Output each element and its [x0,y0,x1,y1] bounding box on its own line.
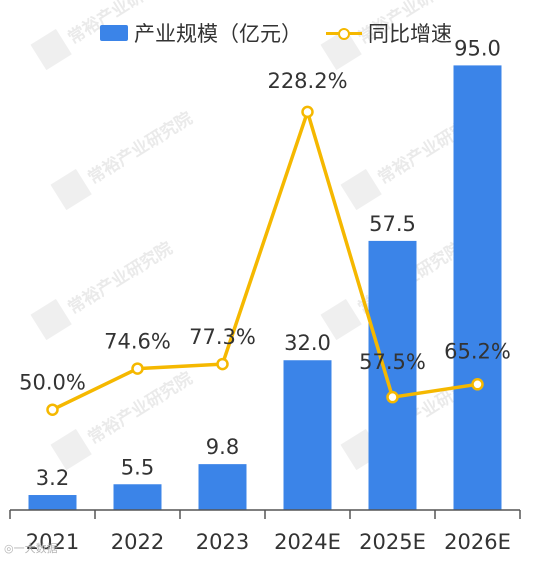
line-point [46,403,59,416]
line-point [471,378,484,391]
legend: 产业规模（亿元） 同比增速 [100,16,476,50]
line-point [131,362,144,375]
bar [198,464,247,510]
x-axis: 2021 2022 2023 2024E 2025E 2026E [9,509,521,554]
line-series: 50.0% 74.6% 77.3% 228.2% 57.5% 65.2% [19,69,511,416]
line-value-label: 50.0% [19,371,86,395]
watermark-tile: 常裕产业研究院 [30,238,176,341]
line-value-label: 77.3% [189,325,256,349]
legend-line-swatch [326,25,362,41]
legend-bar-swatch [100,25,128,41]
legend-bar-label: 产业规模（亿元） [134,22,302,46]
legend-item-line[interactable]: 同比增速 [326,18,452,48]
bar [453,65,502,511]
x-tick-label: 2022 [111,530,164,554]
line-value-label: 74.6% [104,330,171,354]
x-tick-label: 2024E [274,530,341,554]
bar-value-label: 57.5 [369,212,416,236]
watermark-text: 常裕产业研究院 [84,368,196,449]
bar-value-label: 3.2 [36,466,69,490]
bar [283,360,332,510]
bar [28,495,77,510]
watermark-text: 常裕产业研究院 [84,108,196,189]
bar-value-label: 9.8 [206,435,239,459]
legend-line-label: 同比增速 [368,22,452,46]
bar-value-label: 95.0 [454,36,501,60]
legend-item-bar[interactable]: 产业规模（亿元） [100,18,302,48]
bar [113,484,162,510]
x-tick-label: 2025E [359,530,426,554]
watermark-tile: 常裕产业研究院 [50,108,196,211]
line-value-label: 228.2% [267,69,347,93]
line-value-label: 65.2% [444,339,511,363]
line-point [386,390,399,404]
bar-value-label: 32.0 [284,331,331,355]
bar-series: 3.2 5.5 9.8 32.0 57.5 95.0 [28,36,502,511]
line-point [216,357,229,371]
bar [368,240,417,510]
watermark-text: 常裕产业研究院 [64,238,176,319]
x-tick-label: 2026E [444,530,511,554]
line-value-label: 57.5% [359,350,426,374]
line-point [301,105,314,119]
bar-value-label: 5.5 [121,455,154,479]
source-watermark: ◎一大数据 [4,542,58,555]
growth-line [51,110,478,412]
x-tick-label: 2023 [196,530,249,554]
x-tick-label: 2021 [26,530,79,554]
